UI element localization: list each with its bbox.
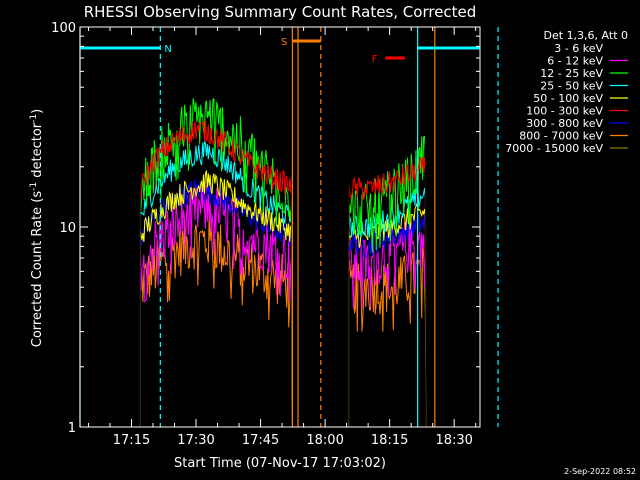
series-line-5-seg-1 <box>348 156 427 427</box>
series-line-6-seg-0 <box>139 179 293 427</box>
series-line-2-seg-1 <box>348 135 427 427</box>
series-line-1-seg-1 <box>348 221 427 427</box>
y-axis: 1 10 100 <box>51 21 480 436</box>
series-layer <box>139 92 427 427</box>
flag-label-3: F <box>372 54 378 65</box>
x-axis: 17:15 17:30 17:45 18:00 18:15 18:30 <box>87 27 477 448</box>
series-line-7-seg-1 <box>348 247 427 427</box>
series-line-0-seg-1 <box>348 93 427 427</box>
series-line-0-seg-0 <box>139 92 293 427</box>
xtick-label-2: 17:45 <box>242 433 279 448</box>
xtick-label-5: 18:30 <box>435 433 472 448</box>
legend-label-4: 50 - 100 keV <box>533 92 603 105</box>
legend-label-8: 7000 - 15000 keV <box>505 142 603 155</box>
legend-header: Det 1,3,6, Att 0 <box>544 29 628 42</box>
legend-label-2: 12 - 25 keV <box>540 67 603 80</box>
series-line-5-seg-0 <box>139 119 293 427</box>
y-axis-label: Corrected Count Rate (s-1 detector-1) <box>29 109 45 347</box>
series-line-2-seg-0 <box>139 98 293 427</box>
timestamp: 2-Sep-2022 08:52 <box>564 467 636 476</box>
xtick-label-0: 17:15 <box>113 433 150 448</box>
legend-label-1: 6 - 12 keV <box>547 55 603 68</box>
ytick-label-1: 10 <box>59 221 76 236</box>
xtick-label-4: 18:15 <box>371 433 408 448</box>
legend-label-7: 800 - 7000 keV <box>519 130 603 143</box>
series-line-4-seg-0 <box>139 170 293 427</box>
legend-label-3: 25 - 50 keV <box>540 80 603 93</box>
xtick-label-3: 18:00 <box>306 433 343 448</box>
marker-layer: N S F <box>79 27 499 427</box>
ytick-label-0: 1 <box>68 421 76 436</box>
series-line-3-seg-0 <box>139 140 293 427</box>
legend-label-0: 3 - 6 keV <box>554 42 603 55</box>
flag-label-0: N <box>164 44 171 55</box>
legend-label-5: 100 - 300 keV <box>526 105 603 118</box>
flag-label-2: S <box>281 37 287 48</box>
x-axis-label: Start Time (07-Nov-17 17:03:02) <box>174 456 386 471</box>
xtick-label-1: 17:30 <box>177 433 214 448</box>
ytick-label-2: 100 <box>51 21 76 36</box>
legend-label-6: 300 - 800 keV <box>526 117 603 130</box>
chart-title: RHESSI Observing Summary Count Rates, Co… <box>84 3 477 21</box>
